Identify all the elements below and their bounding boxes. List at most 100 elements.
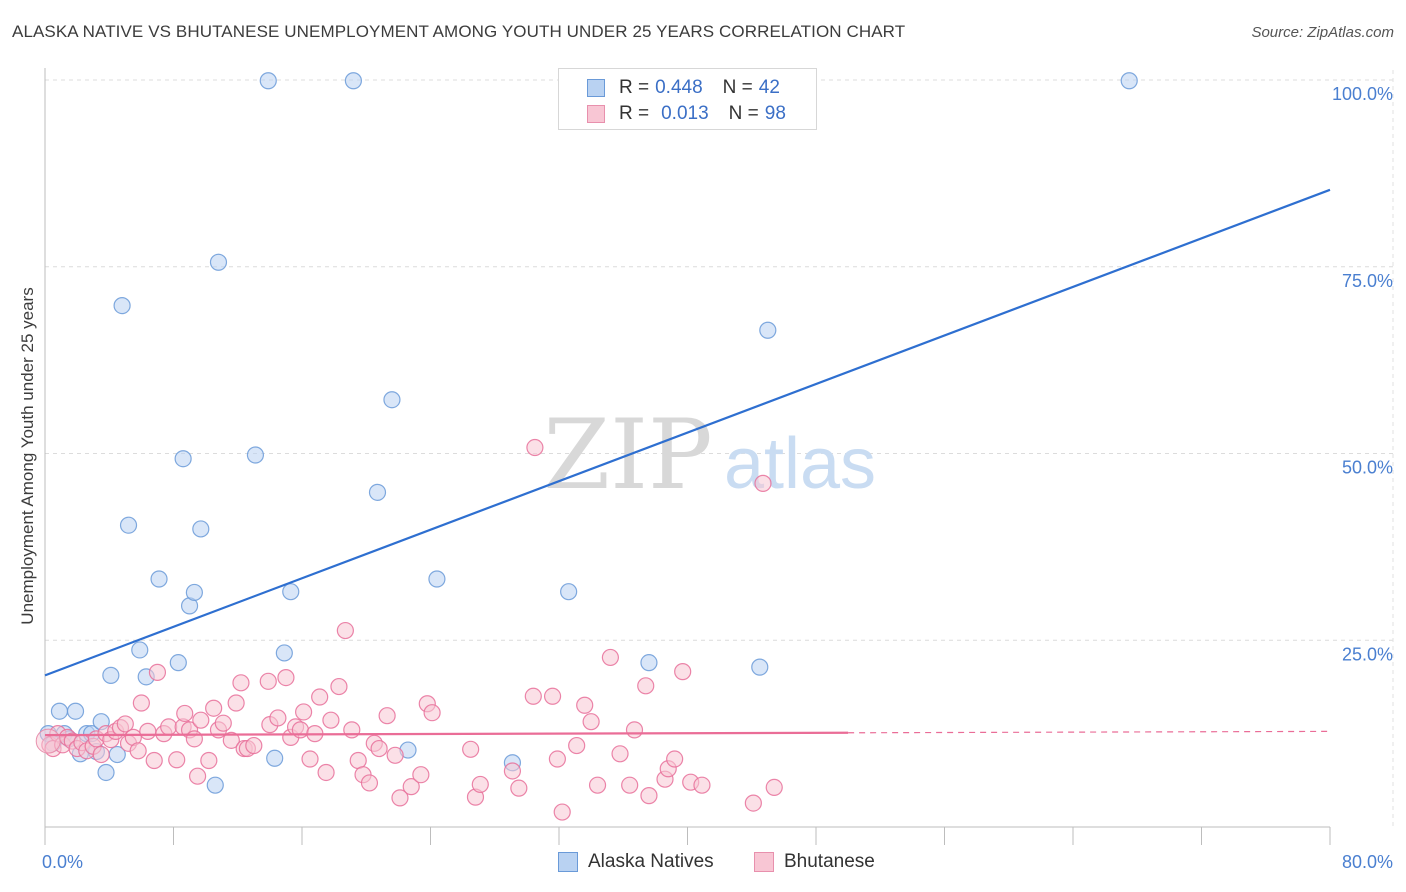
bhutanese-point: [674, 663, 692, 681]
bhutanese-point: [391, 789, 409, 807]
bhutanese-point: [116, 715, 134, 733]
bhutanese-point: [462, 740, 480, 758]
bhutanese-point: [526, 438, 544, 457]
bhutanese-point: [92, 745, 110, 764]
bhutanese-point: [611, 745, 629, 763]
alaska-point: [259, 72, 277, 90]
alaska-point: [206, 776, 224, 794]
bhutanese-point: [471, 775, 489, 794]
bhutanese-point: [336, 621, 354, 640]
bottom-legend-swatch-alaska: [558, 852, 578, 872]
alaska-point: [113, 296, 131, 315]
bhutanese-point: [132, 694, 150, 712]
bhutanese-point: [625, 721, 644, 739]
bhutanese-point: [370, 739, 388, 758]
bhutanese-point: [277, 668, 295, 687]
x-tick-label-max: 80.0%: [1342, 852, 1393, 872]
bhutanese-point: [214, 714, 232, 732]
alaska-point: [185, 583, 203, 602]
legend-r-value: 0.448: [655, 77, 703, 98]
bhutanese-point: [227, 694, 245, 712]
bhutanese-point: [637, 677, 655, 695]
bhutanese-point: [322, 711, 340, 729]
bhutanese-point: [412, 766, 430, 784]
alaska-point: [751, 658, 769, 676]
legend-n-value: 42: [758, 77, 780, 98]
bhutanese-point: [232, 674, 250, 692]
bhutanese-point: [568, 736, 586, 755]
y-tick-label: 50.0%: [1342, 458, 1393, 478]
bhutanese-point: [259, 672, 277, 690]
bhutanese-point: [543, 687, 562, 705]
y-tick-label: 75.0%: [1342, 271, 1393, 291]
alaska-point: [174, 450, 192, 468]
bhutanese-point: [317, 763, 335, 782]
bhutanese-point: [765, 778, 783, 797]
alaska-point: [119, 516, 138, 534]
y-tick-label: 100.0%: [1332, 84, 1393, 104]
legend-row-alaska: R = 0.448 N = 42: [587, 76, 780, 100]
alaska-point: [282, 583, 300, 601]
bhutanese-point: [576, 696, 594, 714]
alaska-point: [1120, 72, 1138, 90]
bhutanese-point: [666, 750, 684, 768]
bhutanese-point: [139, 722, 157, 740]
alaska-point: [560, 583, 578, 601]
bhutanese-point-cluster: [35, 728, 61, 754]
bhutanese-point: [330, 677, 348, 696]
bhutanese-point: [129, 742, 147, 760]
bhutanese-trend-line-dashed: [848, 730, 1331, 734]
alaska-point: [50, 702, 69, 720]
tick-labels: 100.0% 75.0% 50.0% 25.0% 0.0% 80.0%: [42, 84, 1393, 872]
bhutanese-point: [145, 751, 163, 770]
bhutanese-trend-line: [44, 731, 849, 737]
bhutanese-point: [188, 767, 207, 785]
bhutanese-point: [510, 779, 528, 797]
alaska-point: [428, 570, 446, 588]
alaska-point: [192, 520, 210, 538]
bhutanese-point: [301, 750, 319, 768]
legend-swatch-alaska: [587, 79, 605, 97]
watermark-atlas: atlas: [724, 424, 876, 504]
axes: [44, 68, 1331, 845]
legend-r-value: 0.013: [661, 103, 709, 124]
grid-lines: [45, 70, 1394, 827]
bottom-legend-label-alaska: Alaska Natives: [588, 851, 714, 872]
legend-row-bhutanese: R = 0.013 N = 98: [587, 102, 786, 126]
bhutanese-point: [386, 746, 404, 764]
bhutanese-point: [200, 751, 218, 770]
chart-title: ALASKA NATIVE VS BHUTANESE UNEMPLOYMENT …: [12, 22, 906, 41]
alaska-point: [131, 641, 149, 659]
watermark: ZIP atlas: [543, 399, 876, 511]
alaska-point: [640, 654, 658, 672]
bottom-legend-label-bhutanese: Bhutanese: [784, 851, 875, 872]
bhutanese-point: [176, 704, 194, 723]
bhutanese-point: [601, 648, 620, 667]
bhutanese-point: [185, 730, 203, 748]
bhutanese-point: [168, 751, 186, 769]
alaska-point: [275, 644, 293, 662]
alaska-point: [383, 391, 401, 409]
legend-swatch-bhutanese: [587, 105, 605, 123]
bhutanese-point: [192, 711, 210, 729]
bhutanese-point: [744, 794, 762, 812]
alaska-point: [368, 483, 387, 501]
bhutanese-point: [245, 736, 263, 755]
legend-r-label: R =: [619, 103, 650, 124]
correlation-legend: R = 0.448 N = 42 R = 0.013 N = 98: [558, 68, 817, 130]
alaska-trend-line: [44, 188, 1331, 677]
bhutanese-point: [402, 778, 420, 796]
alaska-point: [759, 321, 777, 339]
legend-n-label: N =: [722, 77, 753, 98]
bottom-legend-alaska: Alaska Natives: [558, 851, 714, 873]
bhutanese-point: [693, 776, 711, 794]
bhutanese-point: [621, 776, 639, 794]
bhutanese-point: [524, 687, 542, 705]
alaska-point: [66, 702, 85, 720]
bhutanese-point: [423, 704, 441, 722]
legend-n-value: 98: [764, 103, 786, 124]
bhutanese-point: [553, 803, 571, 821]
bhutanese-point: [205, 699, 223, 717]
bhutanese-point: [754, 474, 772, 492]
bhutanese-point: [222, 731, 240, 749]
